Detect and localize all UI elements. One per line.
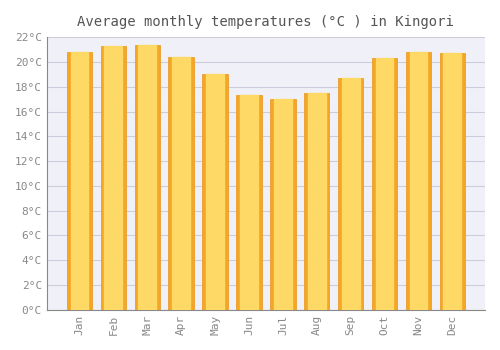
Bar [372, 58, 398, 310]
Bar [342, 78, 359, 310]
Bar [270, 99, 295, 310]
Bar [304, 93, 330, 310]
Bar [376, 58, 394, 310]
Bar [104, 46, 122, 310]
Title: Average monthly temperatures (°C ) in Kingori: Average monthly temperatures (°C ) in Ki… [78, 15, 454, 29]
Bar [440, 53, 465, 310]
Bar [67, 52, 92, 310]
Bar [410, 52, 428, 310]
Bar [274, 99, 292, 310]
Bar [308, 93, 326, 310]
Bar [240, 96, 258, 310]
Bar [168, 57, 194, 310]
Bar [338, 78, 363, 310]
Bar [138, 44, 156, 310]
Bar [406, 52, 431, 310]
Bar [172, 57, 190, 310]
Bar [206, 74, 224, 310]
Bar [444, 53, 462, 310]
Bar [236, 96, 262, 310]
Bar [70, 52, 88, 310]
Bar [202, 74, 228, 310]
Bar [100, 46, 126, 310]
Bar [134, 44, 160, 310]
